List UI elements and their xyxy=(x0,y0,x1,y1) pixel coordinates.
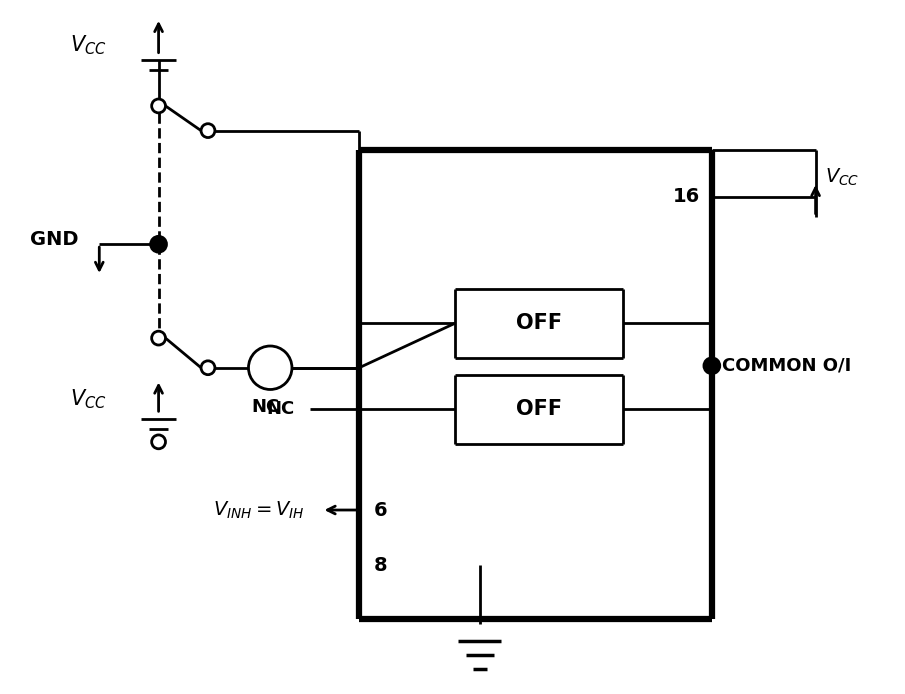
Circle shape xyxy=(150,237,167,252)
Text: NC: NC xyxy=(252,398,280,416)
Text: A: A xyxy=(263,359,277,377)
Circle shape xyxy=(201,124,214,137)
Text: GND: GND xyxy=(30,230,79,249)
Text: OFF: OFF xyxy=(516,313,562,333)
Text: $V_{INH}=V_{IH}$: $V_{INH}=V_{IH}$ xyxy=(214,500,305,520)
Circle shape xyxy=(152,435,166,449)
Text: 8: 8 xyxy=(374,556,387,575)
Circle shape xyxy=(249,346,292,389)
Circle shape xyxy=(152,331,166,345)
Circle shape xyxy=(152,99,166,113)
Text: 6: 6 xyxy=(374,500,387,520)
Text: 16: 16 xyxy=(672,187,700,206)
Text: $V_{CC}$: $V_{CC}$ xyxy=(70,387,106,411)
Text: OFF: OFF xyxy=(516,399,562,419)
Circle shape xyxy=(201,361,214,375)
Text: NC: NC xyxy=(267,400,295,418)
Text: COMMON O/I: COMMON O/I xyxy=(721,357,851,375)
Text: $V_{CC}$: $V_{CC}$ xyxy=(825,167,860,187)
Circle shape xyxy=(704,358,719,373)
Text: $V_{CC}$: $V_{CC}$ xyxy=(70,34,106,58)
